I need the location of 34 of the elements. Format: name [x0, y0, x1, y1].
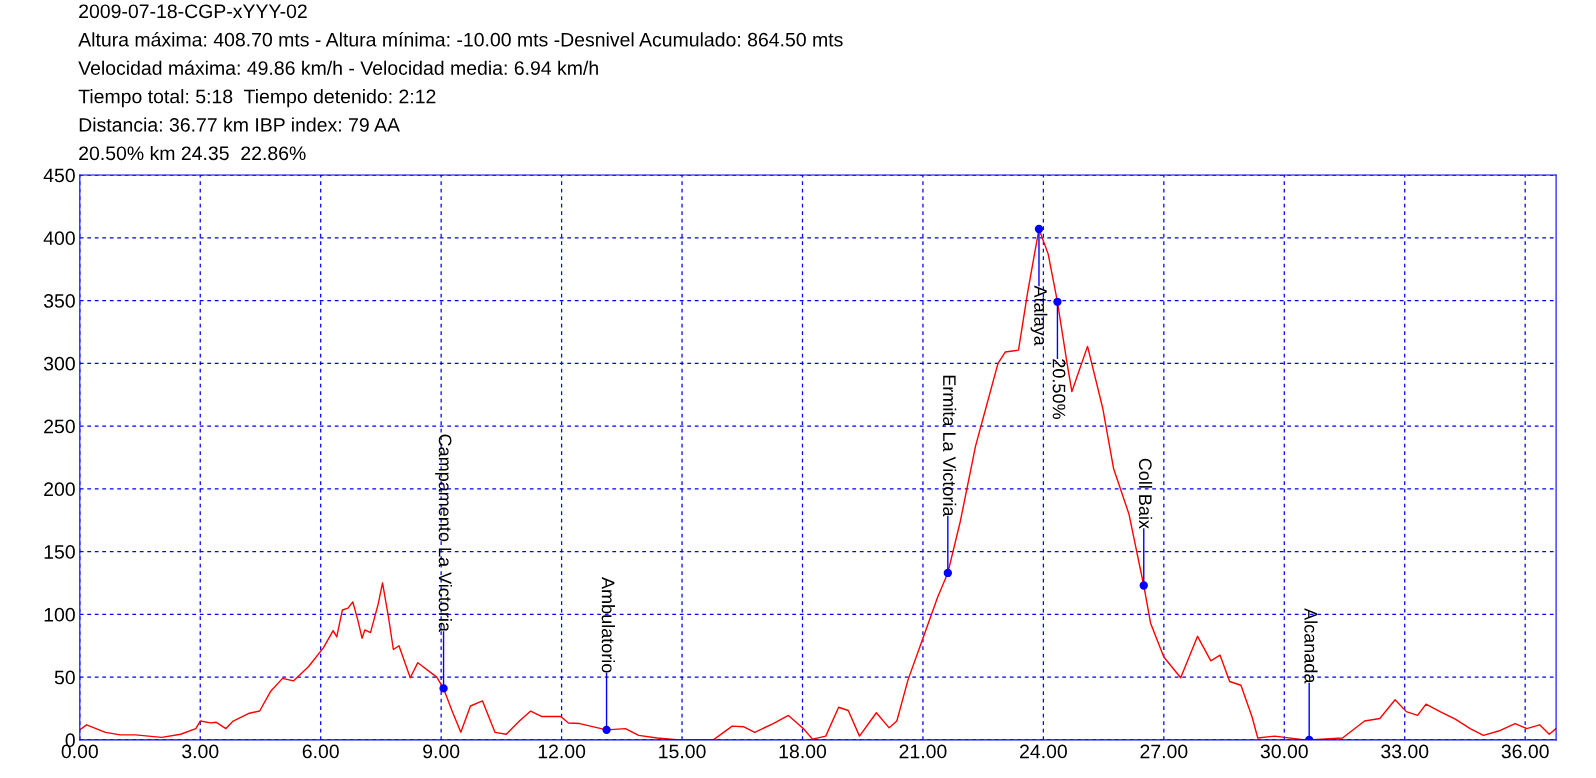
x-tick-label: 15.00 — [659, 744, 706, 759]
annotation: Ermita La Victoria — [942, 375, 957, 517]
text: Velocidad máxima: 49.86 km/h - Velocidad media: 6.94 km/h — [78, 60, 598, 75]
text: Distancia: 36.77 km IBP index: 79 AA — [79, 117, 400, 132]
x-tick-label: 21.00 — [899, 744, 947, 759]
annotation: Coll Baix — [1138, 458, 1153, 529]
y-tick-label: 400 — [43, 231, 75, 246]
chart-title: 2009-07-18-CGP-xYYY-02 — [79, 4, 307, 19]
x-tick-label: 27.00 — [1140, 744, 1188, 759]
x-tick-label: 30.00 — [1260, 744, 1308, 759]
y-tick-label: 450 — [43, 168, 75, 183]
x-tick-label: 9.00 — [423, 744, 460, 759]
text: Tiempo total: 5:18 Tiempo detenido: 2:12 — [78, 89, 436, 108]
y-tick-label: 50 — [54, 670, 75, 685]
text: 20.50% km 24.35 22.86% — [79, 145, 306, 161]
x-tick-label: 18.00 — [779, 744, 827, 759]
y-tick-label: 150 — [44, 545, 75, 559]
annotation: 20.50% — [1052, 359, 1066, 419]
x-tick-label: 12.00 — [538, 744, 586, 759]
x-tick-label: 36.00 — [1501, 744, 1549, 759]
y-tick-label: 200 — [44, 482, 75, 497]
annotation: Campamento La Victoria — [435, 434, 452, 632]
x-tick-label: 6.00 — [302, 744, 339, 759]
y-tick-label: 350 — [43, 294, 75, 308]
x-tick-label: 33.00 — [1381, 744, 1429, 759]
annotation: Alcanada — [1304, 608, 1318, 684]
y-tick-label: 250 — [44, 419, 75, 434]
annotation: Ambulatorio — [601, 577, 615, 673]
annotation: Atalaya — [1030, 285, 1048, 346]
y-tick-label: 300 — [43, 356, 75, 371]
text: Altura máxima: 408.70 mts - Altura mínima: -10.00 mts -Desnivel Acumulado: 864.50 mts — [78, 32, 843, 47]
x-tick-label: 3.00 — [182, 744, 219, 759]
x-tick-label: 24.00 — [1020, 744, 1067, 759]
y-tick-label: 100 — [44, 607, 75, 622]
